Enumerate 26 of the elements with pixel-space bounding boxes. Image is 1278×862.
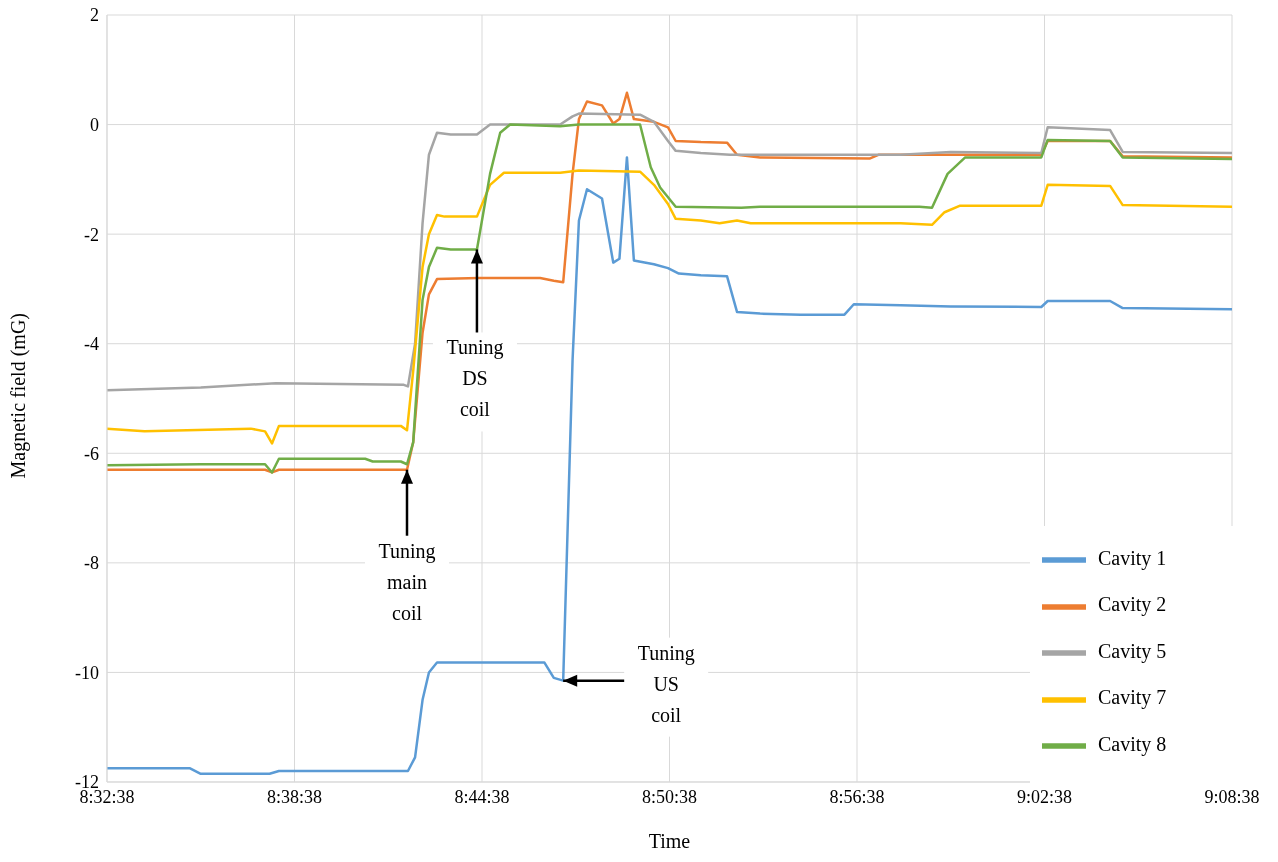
x-axis-title: Time [648, 830, 691, 852]
y-tick-label: -4 [84, 334, 99, 355]
legend-label: Cavity 1 [1098, 547, 1167, 569]
y-tick-label: -2 [84, 224, 99, 245]
x-tick-label: 9:02:38 [1016, 786, 1073, 807]
y-tick-label: -8 [84, 553, 99, 574]
legend-label: Cavity 5 [1098, 639, 1167, 662]
x-tick-label: 8:56:38 [829, 786, 885, 807]
legend-label: Cavity 7 [1098, 686, 1167, 709]
line-series [107, 112, 1232, 392]
y-axis-title: Magnetic field (mG) [7, 313, 31, 479]
y-tick-label: 2 [90, 5, 99, 26]
x-tick-label: 9:08:38 [1204, 786, 1260, 807]
x-tick-label: 8:50:38 [641, 786, 698, 807]
legend-label: Cavity 2 [1098, 593, 1167, 616]
x-tick-label: 8:38:38 [266, 786, 323, 807]
annotation: Tuning main coil [378, 539, 436, 624]
line-series [107, 169, 1232, 445]
y-tick-label: 0 [90, 114, 99, 135]
legend-label: Cavity 8 [1098, 732, 1167, 755]
y-tick-label: -10 [75, 662, 99, 683]
x-tick-label: 8:44:38 [454, 786, 510, 807]
annotation: Tuning DS coil [446, 336, 504, 421]
y-tick-label: -6 [84, 443, 99, 464]
annotation: Tuning US coil [637, 641, 695, 726]
line-series [107, 156, 1232, 776]
